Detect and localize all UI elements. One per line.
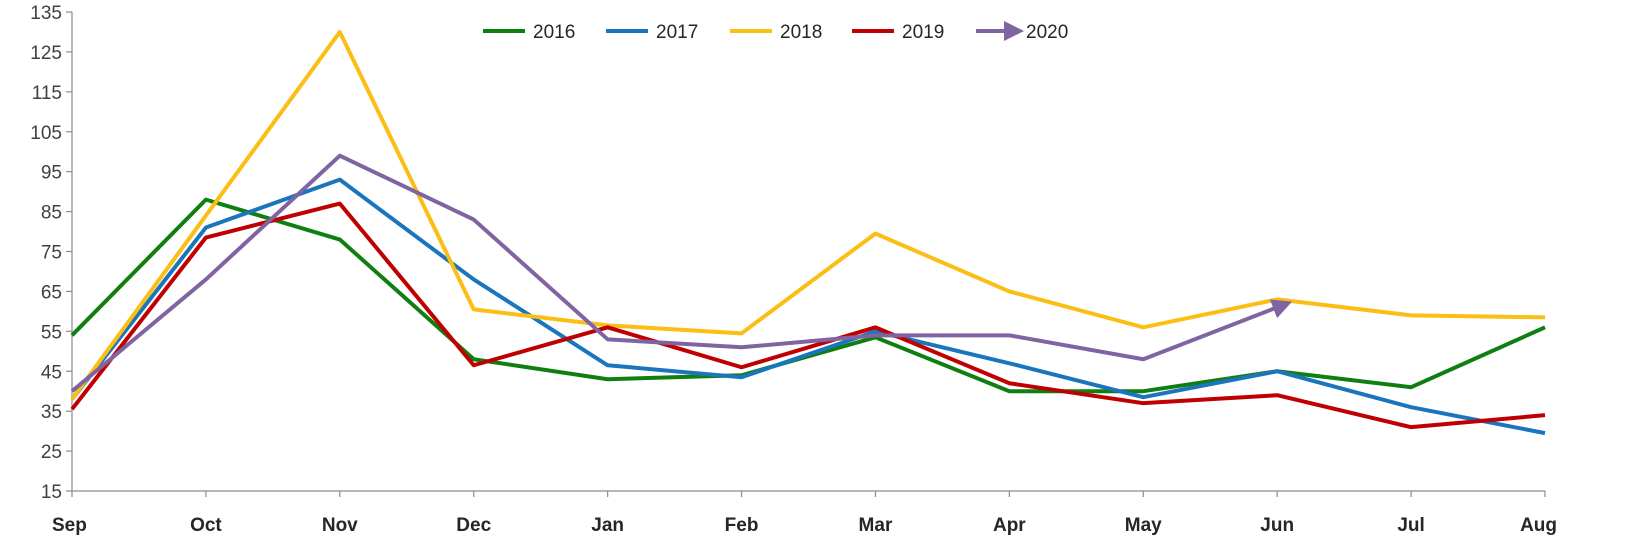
x-tick-label-apr: Apr xyxy=(993,515,1026,536)
series-line-2018 xyxy=(70,29,1546,401)
y-tick-label: 115 xyxy=(32,83,62,104)
legend-label: 2016 xyxy=(533,22,575,43)
y-tick-label: 45 xyxy=(41,362,62,383)
y-tick-label: 135 xyxy=(30,3,62,24)
x-tick-label-sep: Sep xyxy=(52,515,87,536)
y-tick-label: 95 xyxy=(41,163,62,184)
x-tick-label-feb: Feb xyxy=(725,515,759,536)
legend-label: 2018 xyxy=(780,22,822,43)
x-tick-label-may: May xyxy=(1125,515,1162,536)
x-tick-label-mar: Mar xyxy=(859,515,893,536)
legend-label: 2019 xyxy=(902,22,944,43)
y-tick-label: 125 xyxy=(30,43,62,64)
y-axis: 15 25 35 45 55 65 75 85 95 105 115 125 135 xyxy=(30,3,73,503)
series-line-2016 xyxy=(70,197,1546,394)
series-group xyxy=(70,29,1546,436)
y-tick-label: 85 xyxy=(41,203,62,224)
legend-item-2019: 2019 xyxy=(852,22,944,43)
y-tick-label: 35 xyxy=(41,402,62,423)
legend-item-2017: 2017 xyxy=(606,22,698,43)
y-tick-label: 25 xyxy=(41,442,62,463)
x-tick-label-dec: Dec xyxy=(456,515,491,536)
x-axis: Sep Oct Nov Dec Jan Feb Mar Apr May Jun Jul Aug xyxy=(52,490,1557,536)
legend-item-2018: 2018 xyxy=(730,22,822,43)
x-tick-label-nov: Nov xyxy=(322,515,358,536)
x-tick-label-jul: Jul xyxy=(1397,515,1424,536)
series-line-2019 xyxy=(70,201,1546,430)
y-tick-label: 75 xyxy=(41,243,62,264)
y-tick-label: 15 xyxy=(41,482,62,503)
legend-item-2016: 2016 xyxy=(483,22,575,43)
x-tick-label-oct: Oct xyxy=(190,515,222,536)
legend-label: 2017 xyxy=(656,22,698,43)
x-tick-label-jun: Jun xyxy=(1260,515,1294,536)
x-tick-label-aug: Aug xyxy=(1520,515,1557,536)
legend-label: 2020 xyxy=(1026,22,1068,43)
legend-item-2020: 2020 xyxy=(976,21,1068,43)
y-tick-label: 65 xyxy=(41,282,62,303)
x-tick-label-jan: Jan xyxy=(591,515,624,536)
legend: 2016 2017 2018 2019 2020 xyxy=(483,21,1068,43)
series-line-2017 xyxy=(70,177,1546,436)
y-tick-label: 105 xyxy=(30,123,62,144)
y-tick-label: 55 xyxy=(41,322,62,343)
series-line-2020 xyxy=(70,153,1293,393)
